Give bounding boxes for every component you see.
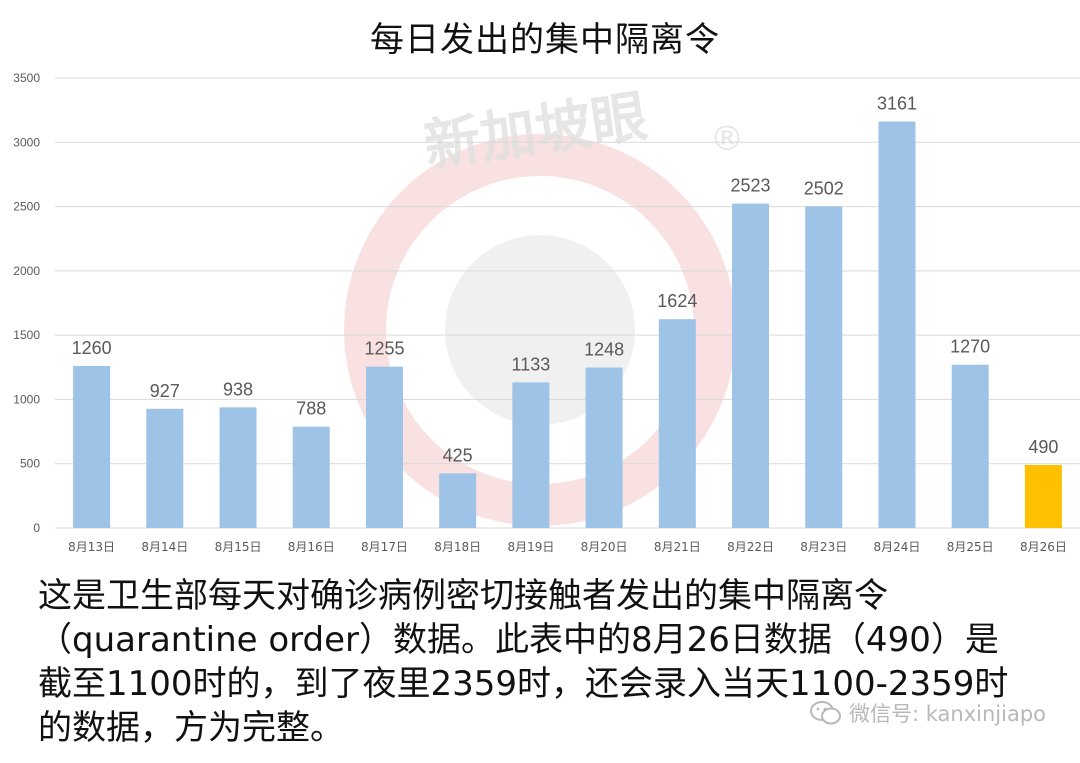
bar: [805, 206, 843, 529]
x-tick-label: 8月17日: [361, 540, 408, 554]
bar: [585, 367, 623, 528]
caption-line: （quarantine order）数据。此表中的8月26日数据（490）是: [38, 620, 999, 660]
x-tick-label: 8月14日: [141, 540, 188, 554]
bar: [292, 426, 330, 528]
bar: [73, 366, 111, 528]
x-tick-label: 8月16日: [288, 540, 335, 554]
x-tick-label: 8月18日: [434, 540, 481, 554]
caption-text: 这是卫生部每天对确诊病例密切接触者发出的集中隔离令 （quarantine or…: [38, 574, 1058, 750]
bar: [439, 473, 477, 528]
x-tick-label: 8月15日: [215, 540, 262, 554]
data-label: 2523: [731, 176, 771, 196]
x-tick-label: 8月19日: [507, 540, 554, 554]
data-labels: 1260 927 938 788 1255 425 1133 1248 1624 2523 2502…: [72, 94, 1059, 466]
x-tick-label: 8月24日: [874, 540, 921, 554]
bar: [1024, 465, 1062, 528]
bar-chart: 0 500 1000 1500 2000 2500 3000 3500 1260 927 938 7…: [13, 71, 1080, 554]
data-label: 788: [296, 399, 326, 419]
data-label: 1255: [364, 339, 404, 359]
gridlines: [55, 77, 1080, 529]
bar: [732, 203, 770, 528]
bar: [658, 319, 696, 528]
y-tick-label: 2500: [13, 200, 40, 214]
y-tick-label: 3500: [13, 71, 40, 85]
caption-line: 截至1100时的，到了夜里2359时，还会录入当天1100-2359时: [38, 664, 1009, 704]
caption-line: 的数据，方为完整。: [38, 708, 344, 748]
data-label: 1133: [512, 354, 551, 374]
data-label: 1260: [72, 338, 112, 358]
data-label: 425: [443, 445, 473, 465]
wechat-icon: [809, 701, 841, 725]
y-tick-label: 1500: [13, 328, 40, 342]
chart-title: 每日发出的集中隔离令: [370, 20, 720, 60]
data-label: 1270: [950, 337, 990, 357]
x-tick-label: 8月13日: [68, 540, 115, 554]
y-tick-label: 500: [20, 457, 40, 471]
data-label: 1624: [657, 291, 697, 311]
x-tick-label: 8月21日: [654, 540, 701, 554]
y-tick-label: 1000: [13, 392, 40, 406]
bar: [146, 408, 184, 528]
data-label: 1248: [584, 340, 624, 360]
x-tick-label: 8月26日: [1020, 540, 1067, 554]
bar: [512, 382, 550, 528]
y-tick-label: 2000: [13, 264, 40, 278]
x-axis-ticks: 8月13日 8月14日 8月15日 8月16日 8月17日 8月18日 8月19日 8月20日…: [68, 540, 1067, 554]
y-axis-ticks: 0 500 1000 1500 2000 2500 3000 3500: [13, 71, 40, 535]
wechat-id-label: 微信号: kanxinjiapo: [848, 702, 1046, 726]
bar: [951, 364, 989, 528]
bar: [219, 407, 257, 528]
caption-line: 这是卫生部每天对确诊病例密切接触者发出的集中隔离令: [38, 576, 888, 616]
bar: [365, 366, 403, 528]
wechat-id-badge: 微信号: kanxinjiapo: [808, 698, 1046, 728]
bar: [878, 121, 916, 528]
x-tick-label: 8月25日: [947, 540, 994, 554]
x-tick-label: 8月23日: [800, 540, 847, 554]
data-label: 927: [150, 381, 180, 401]
y-tick-label: 3000: [13, 135, 40, 149]
x-tick-label: 8月22日: [727, 540, 774, 554]
data-label: 2502: [804, 178, 844, 198]
y-tick-label: 0: [33, 521, 40, 535]
bars: [73, 121, 1062, 529]
x-tick-label: 8月20日: [581, 540, 628, 554]
data-label: 490: [1028, 437, 1058, 457]
data-label: 938: [223, 379, 253, 399]
data-label: 3161: [877, 94, 917, 114]
